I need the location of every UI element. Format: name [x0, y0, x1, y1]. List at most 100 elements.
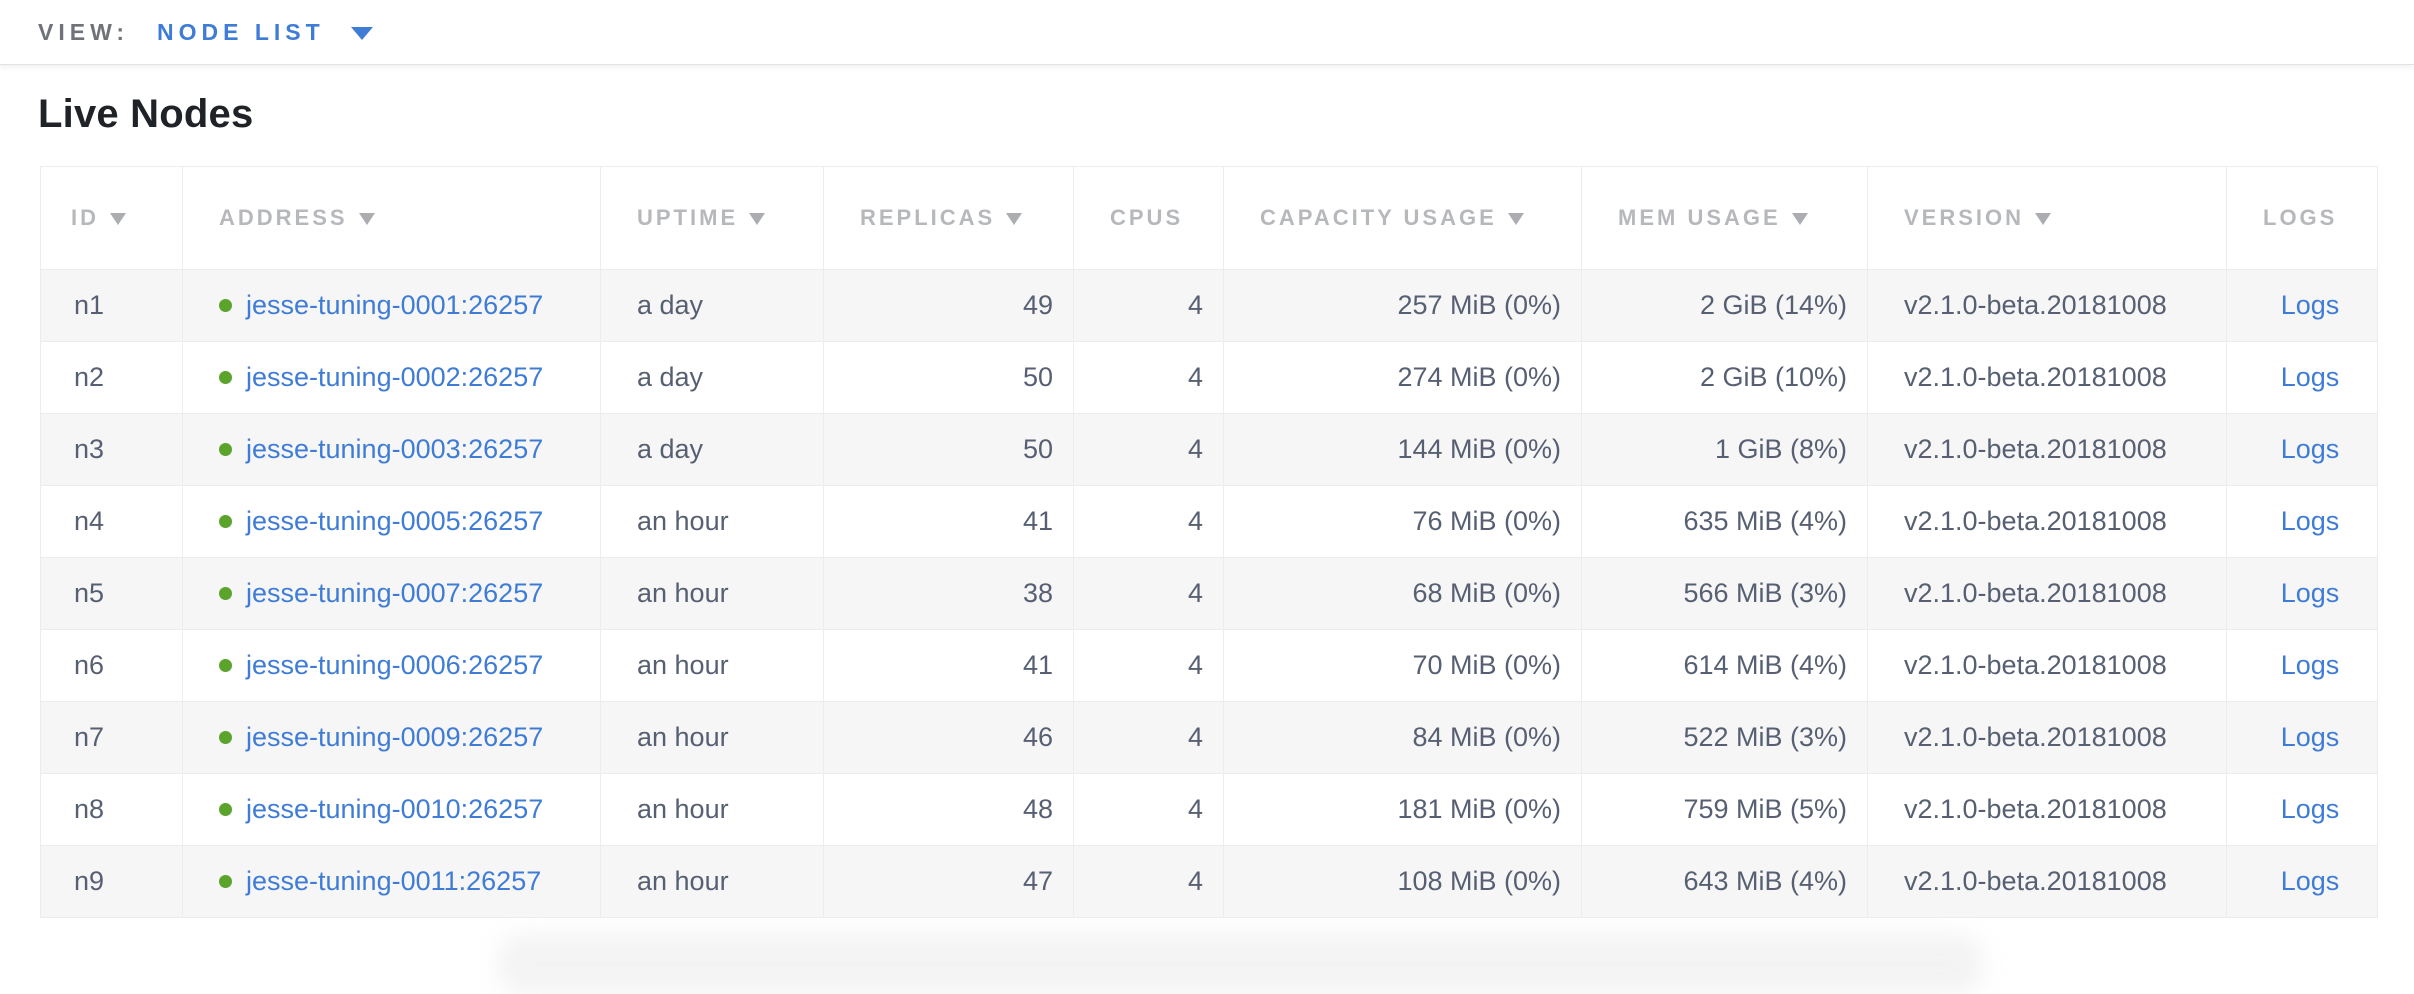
logs-link[interactable]: Logs — [2280, 506, 2340, 536]
cell-replicas: 46 — [823, 701, 1074, 774]
cell-cpus: 4 — [1073, 557, 1224, 630]
cell-id: n9 — [40, 845, 183, 918]
cell-address: jesse-tuning-0010:26257 — [182, 773, 601, 846]
column-header-logs: LOGS — [2226, 166, 2378, 270]
sort-arrow-icon — [1006, 213, 1023, 225]
column-header-mem[interactable]: MEM USAGE — [1581, 166, 1868, 270]
sort-arrow-icon — [110, 213, 126, 225]
cell-capacity: 108 MiB (0%) — [1223, 845, 1582, 918]
cell-capacity: 257 MiB (0%) — [1223, 269, 1582, 342]
node-status-dot — [219, 659, 232, 672]
node-address-link[interactable]: jesse-tuning-0007:26257 — [246, 578, 544, 608]
node-address-link[interactable]: jesse-tuning-0010:26257 — [246, 794, 544, 824]
cell-uptime: an hour — [600, 629, 824, 702]
cell-logs: Logs — [2226, 485, 2378, 558]
cell-address: jesse-tuning-0001:26257 — [182, 269, 601, 342]
cell-replicas: 50 — [823, 341, 1074, 414]
sort-arrow-icon — [749, 213, 766, 225]
column-header-label: ID — [71, 205, 99, 230]
column-header-label: ADDRESS — [219, 205, 348, 230]
node-address-link[interactable]: jesse-tuning-0011:26257 — [246, 866, 542, 896]
table-row: n8 jesse-tuning-0010:26257 an hour 48 4 181 M… — [40, 773, 2378, 846]
cell-cpus: 4 — [1073, 341, 1224, 414]
node-status-dot — [219, 875, 232, 888]
cell-logs: Logs — [2226, 413, 2378, 486]
cell-mem: 522 MiB (3%) — [1581, 701, 1868, 774]
cell-capacity: 181 MiB (0%) — [1223, 773, 1582, 846]
cell-logs: Logs — [2226, 773, 2378, 846]
logs-link[interactable]: Logs — [2280, 362, 2340, 392]
table-row: n2 jesse-tuning-0002:26257 a day 50 4 274 MiB… — [40, 341, 2378, 414]
cell-version: v2.1.0-beta.20181008 — [1867, 845, 2227, 918]
cell-mem: 566 MiB (3%) — [1581, 557, 1868, 630]
cell-logs: Logs — [2226, 269, 2378, 342]
cell-mem: 1 GiB (8%) — [1581, 413, 1868, 486]
cell-mem: 2 GiB (14%) — [1581, 269, 1868, 342]
cell-capacity: 70 MiB (0%) — [1223, 629, 1582, 702]
view-dropdown[interactable]: NODE LIST — [157, 19, 373, 46]
cell-version: v2.1.0-beta.20181008 — [1867, 485, 2227, 558]
logs-link[interactable]: Logs — [2280, 434, 2340, 464]
table-row: n1 jesse-tuning-0001:26257 a day 49 4 257 MiB… — [40, 269, 2378, 342]
node-status-dot — [219, 371, 232, 384]
cell-address: jesse-tuning-0003:26257 — [182, 413, 601, 486]
node-address-link[interactable]: jesse-tuning-0006:26257 — [246, 650, 544, 680]
node-address-link[interactable]: jesse-tuning-0002:26257 — [246, 362, 544, 392]
node-address-link[interactable]: jesse-tuning-0003:26257 — [246, 434, 544, 464]
cell-uptime: a day — [600, 341, 824, 414]
table-header-row: ID ADDRESS UPTIME REPLICAS CPUS CAPACITY USAG… — [40, 166, 2378, 270]
cell-uptime: an hour — [600, 701, 824, 774]
column-header-version[interactable]: VERSION — [1867, 166, 2227, 270]
node-address-link[interactable]: jesse-tuning-0001:26257 — [246, 290, 544, 320]
logs-link[interactable]: Logs — [2280, 578, 2340, 608]
cell-logs: Logs — [2226, 557, 2378, 630]
logs-link[interactable]: Logs — [2280, 722, 2340, 752]
table-row: n6 jesse-tuning-0006:26257 an hour 41 4 70 Mi… — [40, 629, 2378, 702]
cell-address: jesse-tuning-0009:26257 — [182, 701, 601, 774]
cell-address: jesse-tuning-0005:26257 — [182, 485, 601, 558]
node-status-dot — [219, 731, 232, 744]
logs-link[interactable]: Logs — [2280, 794, 2340, 824]
node-address-link[interactable]: jesse-tuning-0005:26257 — [246, 506, 544, 536]
cell-id: n8 — [40, 773, 183, 846]
cell-replicas: 41 — [823, 629, 1074, 702]
cell-cpus: 4 — [1073, 773, 1224, 846]
view-label: VIEW: — [38, 18, 130, 45]
logs-link[interactable]: Logs — [2280, 866, 2340, 896]
column-header-capacity[interactable]: CAPACITY USAGE — [1223, 166, 1582, 270]
cell-version: v2.1.0-beta.20181008 — [1867, 269, 2227, 342]
cell-cpus: 4 — [1073, 413, 1224, 486]
cell-uptime: an hour — [600, 845, 824, 918]
cell-capacity: 76 MiB (0%) — [1223, 485, 1582, 558]
cell-uptime: an hour — [600, 773, 824, 846]
column-header-id[interactable]: ID — [40, 166, 183, 270]
logs-link[interactable]: Logs — [2280, 290, 2340, 320]
cell-mem: 759 MiB (5%) — [1581, 773, 1868, 846]
table-row: n3 jesse-tuning-0003:26257 a day 50 4 144 MiB… — [40, 413, 2378, 486]
column-header-replicas[interactable]: REPLICAS — [823, 166, 1074, 270]
cell-mem: 635 MiB (4%) — [1581, 485, 1868, 558]
cell-address: jesse-tuning-0006:26257 — [182, 629, 601, 702]
sort-arrow-icon — [358, 213, 375, 225]
node-address-link[interactable]: jesse-tuning-0009:26257 — [246, 722, 544, 752]
column-header-label: CPUS — [1110, 205, 1184, 230]
view-dropdown-value: NODE LIST — [157, 18, 325, 45]
chevron-down-icon — [350, 27, 373, 40]
column-header-label: VERSION — [1904, 205, 2025, 230]
cell-address: jesse-tuning-0002:26257 — [182, 341, 601, 414]
cell-logs: Logs — [2226, 341, 2378, 414]
column-header-uptime[interactable]: UPTIME — [600, 166, 824, 270]
cell-id: n4 — [40, 485, 183, 558]
column-header-label: CAPACITY USAGE — [1260, 205, 1497, 230]
column-header-label: LOGS — [2263, 205, 2338, 230]
cell-cpus: 4 — [1073, 485, 1224, 558]
cell-id: n2 — [40, 341, 183, 414]
cell-logs: Logs — [2226, 629, 2378, 702]
cell-replicas: 38 — [823, 557, 1074, 630]
table-row: n5 jesse-tuning-0007:26257 an hour 38 4 68 Mi… — [40, 557, 2378, 630]
node-status-dot — [219, 587, 232, 600]
node-status-dot — [219, 515, 232, 528]
cell-version: v2.1.0-beta.20181008 — [1867, 701, 2227, 774]
logs-link[interactable]: Logs — [2280, 650, 2340, 680]
column-header-address[interactable]: ADDRESS — [182, 166, 601, 270]
